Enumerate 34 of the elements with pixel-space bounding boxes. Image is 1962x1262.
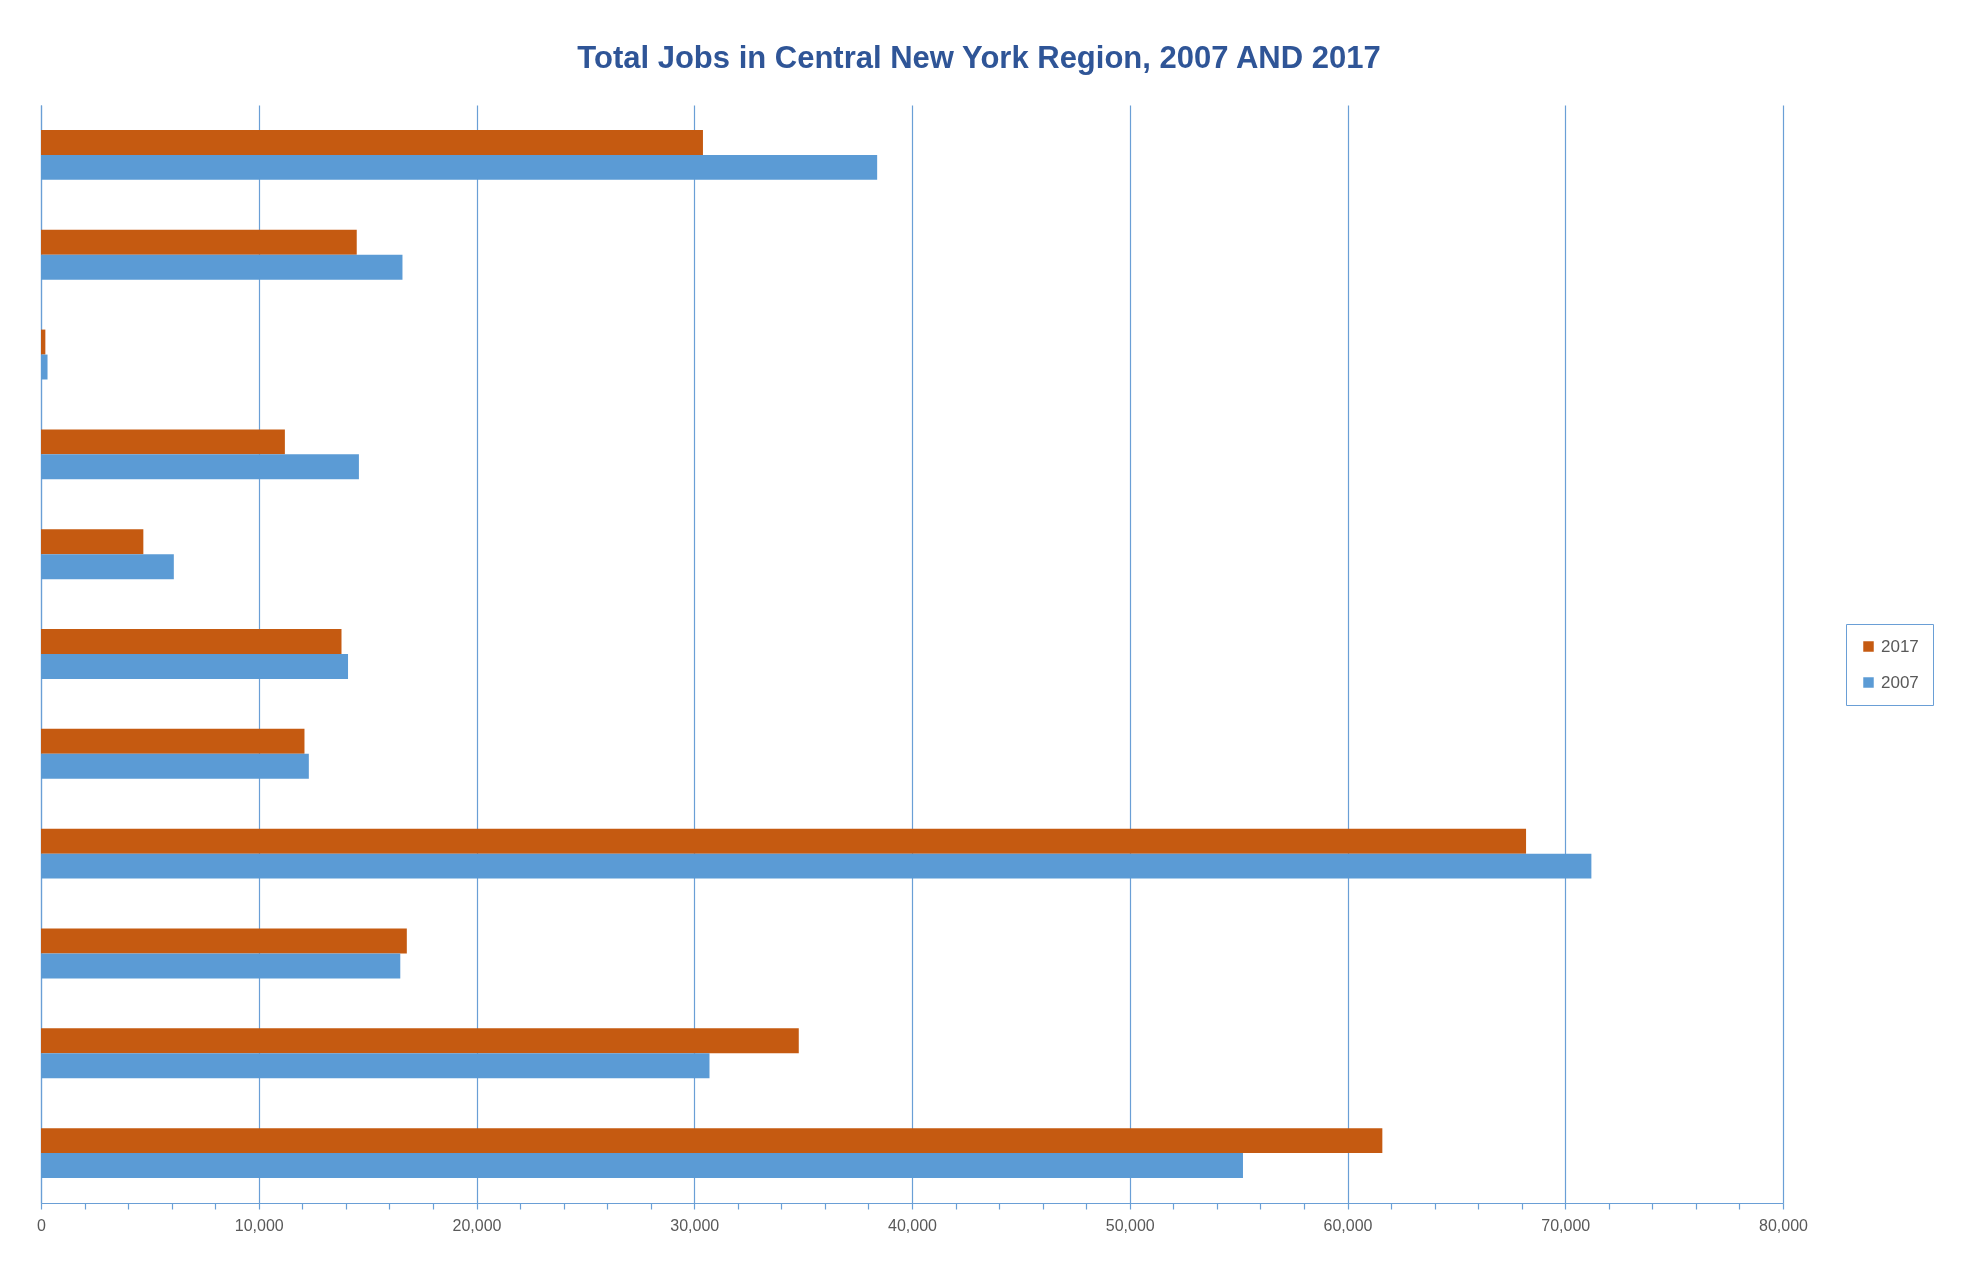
bar [41, 753, 309, 779]
bar [41, 728, 305, 754]
x-tick-label: 60,000 [1323, 1216, 1373, 1234]
bar [41, 429, 285, 455]
bar [41, 853, 1592, 879]
bar [41, 1053, 710, 1079]
bar [41, 928, 407, 954]
x-tick-label: 0 [37, 1216, 47, 1234]
x-tick-label: 40,000 [888, 1216, 938, 1234]
bar [41, 1028, 799, 1054]
bar [41, 329, 46, 355]
legend-label: 2007 [1881, 672, 1919, 692]
x-tick-label: 80,000 [1759, 1216, 1809, 1234]
x-tick-label: 10,000 [234, 1216, 284, 1234]
bar [41, 654, 349, 679]
bar [41, 229, 357, 255]
bar [41, 1153, 1243, 1179]
bar [41, 554, 174, 580]
bar [41, 828, 1527, 854]
chart-title: Total Jobs in Central New York Region, 2007 AND 2017 [577, 40, 1381, 75]
x-tick-label: 30,000 [670, 1216, 720, 1234]
x-tick-label: 20,000 [452, 1216, 502, 1234]
bar [41, 529, 144, 555]
bar [41, 354, 48, 380]
bar [41, 254, 403, 280]
bar [41, 454, 359, 480]
x-tick-label: 50,000 [1105, 1216, 1155, 1234]
bar [41, 1128, 1383, 1154]
bar [41, 953, 401, 979]
bar [41, 129, 703, 155]
bar [41, 629, 342, 654]
legend-label: 2017 [1881, 636, 1919, 656]
bar [41, 154, 878, 180]
x-tick-label: 70,000 [1541, 1216, 1591, 1234]
